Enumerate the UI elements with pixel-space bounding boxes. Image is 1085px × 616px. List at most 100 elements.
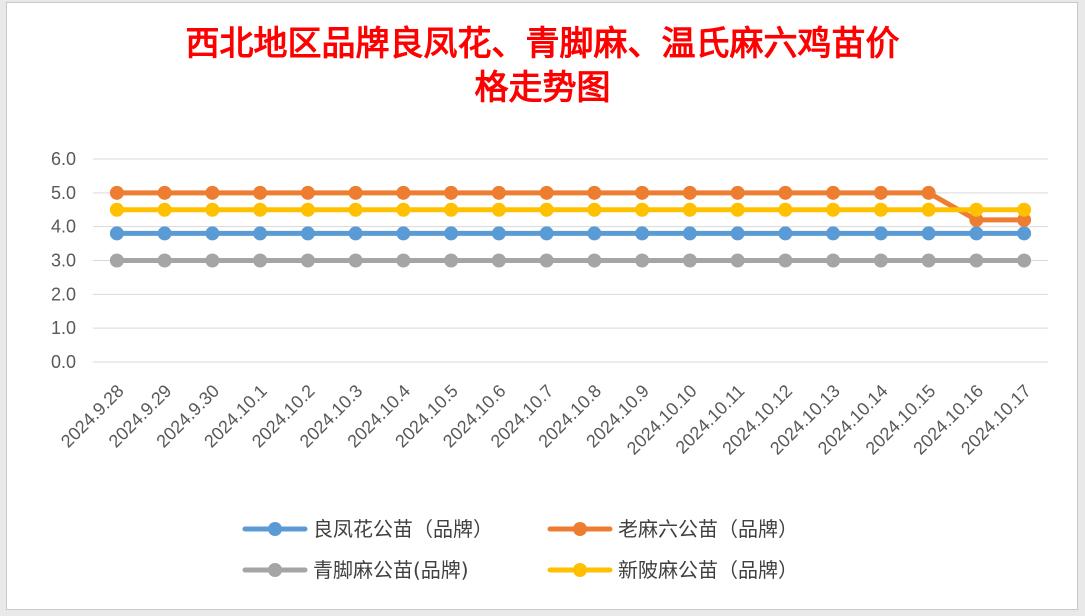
data-point — [826, 226, 841, 241]
data-point — [778, 202, 793, 217]
data-point — [109, 202, 124, 217]
data-point — [300, 253, 315, 268]
data-point — [826, 202, 841, 217]
data-point — [396, 253, 411, 268]
legend-swatch-marker — [268, 522, 282, 536]
data-point — [587, 202, 602, 217]
data-point — [444, 226, 459, 241]
data-point — [730, 253, 745, 268]
y-tick-label: 5.0 — [51, 183, 76, 203]
data-point — [778, 253, 793, 268]
data-point — [635, 185, 650, 200]
data-point — [253, 202, 268, 217]
legend-item: 老麻六公苗（品牌） — [547, 517, 798, 541]
data-point — [300, 202, 315, 217]
data-point — [921, 226, 936, 241]
data-point — [539, 226, 554, 241]
data-point — [253, 185, 268, 200]
data-point — [969, 202, 984, 217]
data-point — [205, 185, 220, 200]
data-point — [635, 202, 650, 217]
data-point — [109, 185, 124, 200]
data-point — [635, 253, 650, 268]
data-point — [444, 253, 459, 268]
series-layer — [109, 185, 1032, 268]
legend-item: 新陂麻公苗（品牌） — [547, 558, 798, 582]
data-point — [539, 185, 554, 200]
data-point — [539, 253, 554, 268]
data-point — [491, 253, 506, 268]
legend-label: 老麻六公苗（品牌） — [618, 517, 798, 541]
data-point — [921, 202, 936, 217]
data-point — [109, 253, 124, 268]
data-point — [491, 226, 506, 241]
data-point — [1017, 202, 1032, 217]
series-4 — [109, 202, 1032, 217]
data-point — [873, 253, 888, 268]
data-point — [300, 226, 315, 241]
chart-title: 西北地区品牌良凤花、青脚麻、温氏麻六鸡苗价 格走势图 — [0, 22, 1085, 110]
data-point — [253, 253, 268, 268]
data-point — [253, 226, 268, 241]
data-point — [205, 226, 220, 241]
data-point — [348, 253, 363, 268]
legend-label: 青脚麻公苗(品牌) — [313, 558, 469, 582]
legend-swatch-marker — [268, 563, 282, 577]
data-point — [539, 202, 554, 217]
data-point — [348, 226, 363, 241]
data-point — [300, 185, 315, 200]
data-point — [205, 253, 220, 268]
data-point — [109, 226, 124, 241]
data-point — [921, 253, 936, 268]
chart-frame — [6, 2, 1078, 610]
series-1 — [109, 226, 1032, 241]
series-3 — [109, 253, 1032, 268]
data-point — [1017, 212, 1032, 227]
y-axis: 0.0 1.0 2.0 3.0 4.0 5.0 6.0 — [51, 149, 76, 372]
legend-item: 良凤花公苗（品牌） — [242, 517, 493, 541]
y-tick-label: 0.0 — [51, 352, 76, 372]
data-point — [587, 226, 602, 241]
data-point — [826, 253, 841, 268]
data-point — [587, 185, 602, 200]
data-point — [1017, 226, 1032, 241]
legend: 良凤花公苗（品牌） 老麻六公苗（品牌） 青脚麻公苗(品牌) 新陂麻公苗（品牌） — [242, 517, 798, 582]
data-point — [205, 202, 220, 217]
data-point — [157, 226, 172, 241]
data-point — [396, 185, 411, 200]
y-tick-label: 1.0 — [51, 318, 76, 338]
y-tick-label: 2.0 — [51, 284, 76, 304]
data-point — [730, 185, 745, 200]
data-point — [587, 253, 602, 268]
series-2 — [109, 185, 1032, 227]
data-point — [157, 202, 172, 217]
data-point — [396, 202, 411, 217]
data-point — [348, 185, 363, 200]
data-point — [635, 226, 650, 241]
legend-label: 良凤花公苗（品牌） — [313, 517, 493, 541]
data-point — [682, 202, 697, 217]
data-point — [969, 212, 984, 227]
data-point — [396, 226, 411, 241]
data-point — [730, 226, 745, 241]
y-tick-label: 6.0 — [51, 149, 76, 169]
data-point — [778, 185, 793, 200]
y-tick-label: 4.0 — [51, 217, 76, 237]
legend-swatch-marker — [573, 522, 587, 536]
data-point — [969, 253, 984, 268]
y-tick-label: 3.0 — [51, 251, 76, 271]
chart-title-line1: 西北地区品牌良凤花、青脚麻、温氏麻六鸡苗价 — [185, 24, 900, 64]
legend-swatch-marker — [573, 563, 587, 577]
data-point — [682, 185, 697, 200]
data-point — [682, 226, 697, 241]
data-point — [873, 226, 888, 241]
data-point — [873, 202, 888, 217]
data-point — [730, 202, 745, 217]
data-point — [491, 185, 506, 200]
x-axis: 2024.9.282024.9.292024.9.302024.10.12024… — [57, 381, 1035, 459]
data-point — [444, 202, 459, 217]
data-point — [444, 185, 459, 200]
data-point — [969, 226, 984, 241]
data-point — [348, 202, 363, 217]
